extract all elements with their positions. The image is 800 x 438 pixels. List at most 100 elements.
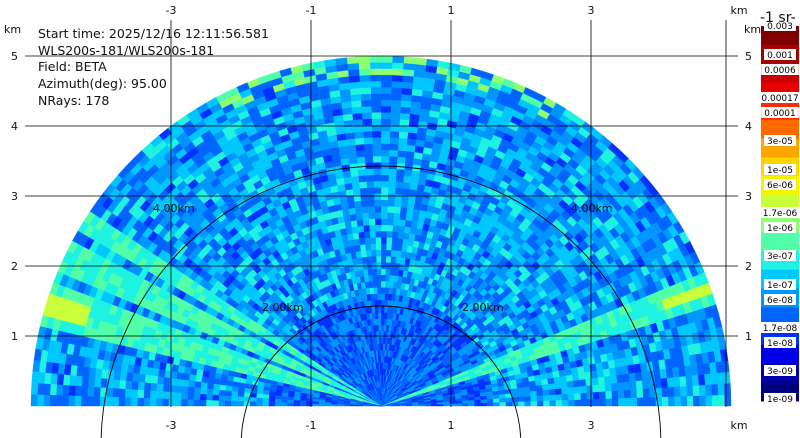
heatmap-cell (385, 255, 392, 263)
heatmap-cell (517, 396, 525, 402)
heatmap-cell (373, 174, 382, 182)
heatmap-cell (536, 400, 544, 407)
heatmap-cell (362, 405, 369, 407)
heatmap-cell (623, 381, 631, 391)
heatmap-cell (617, 389, 625, 399)
heatmap-cell (392, 218, 400, 226)
heatmap-cell (405, 150, 415, 159)
heatmap-cell (359, 80, 371, 89)
heatmap-cell (130, 397, 138, 407)
heatmap-cell (387, 187, 396, 195)
heatmap-cell (668, 396, 676, 407)
heatmap-cell (168, 391, 176, 400)
heatmap-cell (396, 244, 403, 252)
heatmap-cell (293, 400, 301, 404)
heatmap-cell (353, 194, 362, 202)
heatmap-cell (224, 400, 232, 407)
heatmap-cell (380, 218, 388, 226)
heatmap-cell (390, 249, 397, 257)
heatmap-cell (377, 293, 382, 300)
heatmap-cell (390, 87, 403, 95)
heatmap-cell (212, 394, 220, 401)
heatmap-cell (384, 274, 390, 282)
heatmap-cell (312, 403, 319, 407)
heatmap-cell (400, 250, 407, 259)
heatmap-cell (182, 373, 191, 381)
heatmap-cell (174, 399, 182, 407)
heatmap-cell (360, 199, 369, 208)
heatmap-cell (370, 243, 377, 251)
heatmap-cell (585, 378, 593, 387)
heatmap-cell (350, 175, 360, 184)
heatmap-cell (505, 397, 513, 403)
heatmap-cell (397, 231, 405, 239)
heatmap-cell (367, 205, 375, 213)
heatmap-cell (206, 382, 214, 390)
heatmap-cell (401, 238, 409, 246)
heatmap-cell (80, 395, 88, 407)
heatmap-cell (362, 224, 370, 233)
heatmap-cell (218, 395, 226, 402)
heatmap-cell (112, 379, 121, 390)
heatmap-cell (623, 389, 632, 399)
heatmap-cell (404, 156, 414, 165)
heatmap-cell (365, 174, 374, 182)
heatmap-cell (455, 403, 463, 407)
heatmap-cell (561, 399, 569, 407)
heatmap-cell (480, 402, 488, 407)
heatmap-cell (193, 393, 201, 401)
heatmap-cell (200, 382, 208, 390)
heatmap-cell (377, 299, 382, 307)
heatmap-cell (380, 80, 392, 88)
heatmap-cell (372, 162, 382, 169)
heatmap-cell (168, 384, 176, 393)
heatmap-cell (622, 373, 631, 383)
heatmap-cell (105, 396, 113, 407)
heatmap-cell (380, 224, 388, 232)
heatmap-cell (380, 305, 385, 313)
heatmap-cell (393, 199, 402, 208)
heatmap-cell (692, 384, 700, 397)
heatmap-cell (397, 150, 407, 158)
heatmap-cell (389, 137, 399, 145)
heatmap-cell (80, 386, 89, 397)
heatmap-cell (380, 118, 391, 126)
heatmap-cell (369, 230, 376, 238)
heatmap-cell (393, 275, 399, 283)
heatmap-cell (380, 149, 390, 157)
heatmap-cell (704, 373, 712, 385)
heatmap-cell (375, 230, 382, 238)
heatmap-cell (673, 386, 682, 397)
heatmap-cell (365, 249, 372, 257)
heatmap-cell (380, 162, 390, 169)
heatmap-cell (360, 93, 372, 101)
heatmap-cell (355, 404, 363, 407)
heatmap-cell (373, 299, 378, 307)
heatmap-cell (354, 206, 363, 215)
heatmap-cell (384, 299, 389, 307)
heatmap-cell (530, 400, 538, 407)
heatmap-cell (387, 193, 396, 201)
heatmap-cell (390, 99, 402, 107)
heatmap-cell (685, 375, 694, 387)
heatmap-cell (649, 396, 657, 407)
heatmap-cell (255, 397, 263, 403)
heatmap-cell (386, 230, 393, 238)
heatmap-cell (181, 379, 190, 388)
heatmap-cell (568, 399, 576, 407)
heatmap-cell (231, 391, 239, 397)
heatmap-cell (68, 375, 77, 387)
heatmap-cell (194, 381, 202, 389)
heatmap-cell (144, 374, 152, 384)
heatmap-cell (124, 388, 132, 399)
heatmap-cell (138, 373, 146, 383)
heatmap-cell (387, 299, 392, 307)
heatmap-cell (391, 237, 398, 245)
heatmap-cell (518, 401, 526, 407)
heatmap-cell (517, 391, 525, 398)
heatmap-cell (125, 372, 134, 382)
heatmap-cell (370, 249, 377, 257)
heatmap-cell (230, 400, 238, 407)
heatmap-cell (380, 293, 385, 300)
heatmap-cell (654, 378, 662, 389)
